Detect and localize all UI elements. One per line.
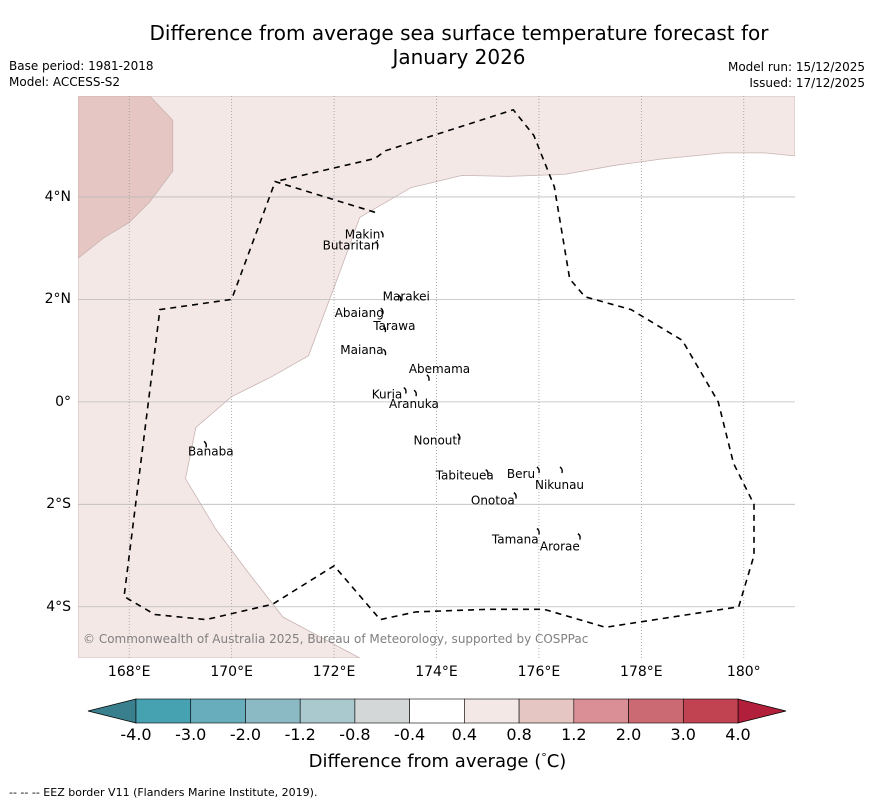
colorbar-tick-label: 4.0 [725, 725, 751, 744]
island-label: Tamana [491, 532, 539, 546]
map-title-line2: January 2026 [392, 45, 526, 69]
island-shape [577, 533, 581, 540]
model-run-date: Model run: 15/12/2025 [727, 60, 865, 74]
island-shape [375, 241, 379, 248]
island-shape [485, 468, 489, 476]
map-title-line1: Difference from average sea surface temp… [149, 21, 769, 45]
colorbar-bin [245, 698, 301, 724]
island-label: Arorae [540, 540, 580, 554]
copyright-notice: © Commonwealth of Australia 2025, Bureau… [83, 632, 589, 646]
latitude-tick-label: 2°N [44, 291, 71, 308]
colorbar-bin [190, 698, 246, 724]
colorbar-bin [464, 698, 520, 724]
colorbar-bin [354, 698, 410, 724]
island-shape [382, 348, 387, 356]
island-shape [403, 387, 407, 394]
gridlines [78, 96, 795, 658]
island-shape [380, 307, 384, 315]
colorbar-bin [573, 698, 629, 724]
eez-legend: -- -- -- EEZ border V11 (Flanders Marine… [9, 786, 318, 799]
colorbar-under-arrow [87, 698, 137, 724]
map-title: Difference from average sea surface temp… [100, 21, 818, 69]
colorbar [87, 698, 787, 724]
colorbar-tick-label: -0.4 [394, 725, 426, 744]
colorbar-bin [409, 698, 465, 724]
colorbar-tick-label: -1.2 [284, 725, 316, 744]
island-label: Tarawa [372, 319, 415, 333]
colorbar-tick-label: -0.8 [339, 725, 371, 744]
island-shape [398, 294, 402, 302]
colorbar-bin [518, 698, 575, 724]
anomaly-region-1 [78, 96, 174, 259]
anomaly-regions [78, 96, 795, 658]
colorbar-over-arrow [737, 698, 787, 724]
island-label: Maiana [340, 343, 383, 357]
latitude-tick-label: 4°N [44, 188, 71, 205]
island-label: Beru [507, 467, 535, 481]
island-label: Nonouti [414, 434, 461, 448]
latitude-tick-label: 0° [55, 393, 71, 410]
colorbar-title-text: Difference from average ( [308, 751, 542, 772]
island-shape [426, 374, 430, 381]
colorbar-bin [682, 698, 739, 724]
latitude-tick-label: 2°S [46, 496, 71, 513]
island-label: Butaritari [323, 239, 380, 253]
model-info: Base period: 1981-2018 Model: ACCESS-S2 [9, 58, 154, 90]
island-shape [457, 433, 461, 440]
colorbar-tick-label: -2.0 [229, 725, 262, 744]
longitude-tick-label: 178°E [620, 664, 663, 680]
longitude-tick-label: 180° [726, 664, 761, 680]
island-label: Abemama [409, 362, 470, 376]
colorbar-tick-label: 3.0 [670, 725, 696, 744]
issued-date: Issued: 17/12/2025 [749, 76, 865, 90]
island-label: Tabiteuea [435, 469, 494, 483]
colorbar-tick-label: 2.0 [615, 725, 642, 744]
island-shape [513, 492, 517, 499]
island-label: Kuria [372, 388, 403, 402]
island-shape [382, 325, 387, 333]
colorbar-title: Difference from average (°C) [308, 751, 567, 772]
colorbar-unit: C) [546, 751, 567, 772]
island-shape [559, 466, 563, 474]
island-shape [413, 389, 417, 397]
anomaly-region-0 [78, 96, 795, 658]
longitude-tick-label: 168°E [107, 664, 151, 680]
colorbar-tick-label: 0.8 [506, 725, 532, 744]
colorbar-tick-label: 0.4 [451, 725, 478, 744]
model-name: Model: ACCESS-S2 [9, 75, 121, 89]
colorbar-tick-label: 1.2 [561, 725, 587, 744]
colorbar-tick-label: -4.0 [120, 725, 152, 744]
island-label: Banaba [188, 444, 234, 458]
longitude-tick-label: 174°E [415, 664, 458, 680]
base-period: Base period: 1981-2018 [9, 59, 154, 73]
longitude-tick-label: 170°E [210, 664, 253, 680]
island-label: Aranuka [389, 397, 439, 411]
island-label: Onotoa [471, 494, 515, 508]
colorbar-bin [628, 698, 684, 724]
colorbar-tick-label: -3.0 [175, 725, 207, 744]
island-label: Nikunau [535, 478, 584, 492]
island-shape [536, 527, 540, 535]
colorbar-bin [135, 698, 192, 724]
colorbar-bin [299, 698, 356, 724]
island-shape [203, 440, 207, 448]
latitude-tick-label: 4°S [46, 598, 71, 615]
longitude-tick-label: 172°E [312, 664, 356, 680]
island-shape [536, 466, 540, 474]
island-label: Marakei [383, 289, 430, 303]
island-label: Makin [345, 227, 381, 241]
longitude-tick-label: 176°E [517, 664, 561, 680]
run-info: Model run: 15/12/2025 Issued: 17/12/2025 [728, 59, 865, 91]
island-shape [380, 230, 384, 238]
island-label: Abaiang [335, 306, 384, 320]
